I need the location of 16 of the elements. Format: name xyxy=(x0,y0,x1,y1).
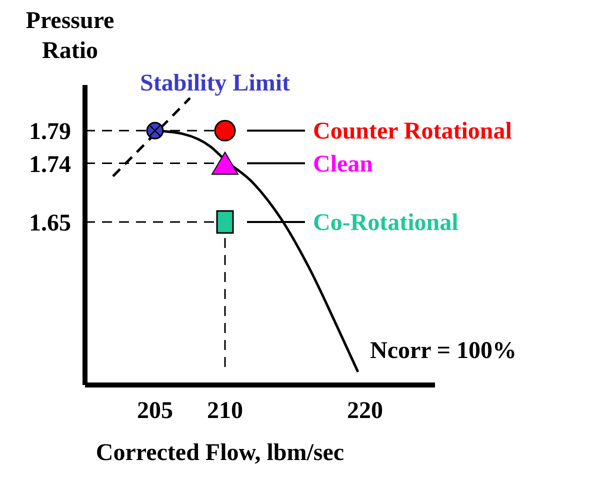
legend-label: Counter Rotational xyxy=(313,118,512,145)
y-axis-title: Pressure Ratio xyxy=(24,7,116,66)
x-axis-title: Corrected Flow, lbm/sec xyxy=(94,440,346,467)
annotation: Ncorr = 100% xyxy=(370,338,517,365)
x-tick-label: 205 xyxy=(137,398,173,424)
y-tick-label: 1.74 xyxy=(29,152,71,178)
legend-label: Clean xyxy=(313,151,373,178)
legend-label: Co-Rotational xyxy=(313,210,459,236)
point xyxy=(216,210,234,234)
x-tick-label: 220 xyxy=(347,398,383,424)
x-tick-label: 210 xyxy=(207,398,243,424)
series-label: Stability Limit xyxy=(140,70,290,97)
y-tick-label: 1.65 xyxy=(29,210,71,236)
y-tick-label: 1.79 xyxy=(29,119,71,146)
point xyxy=(212,152,238,175)
point xyxy=(214,120,236,142)
